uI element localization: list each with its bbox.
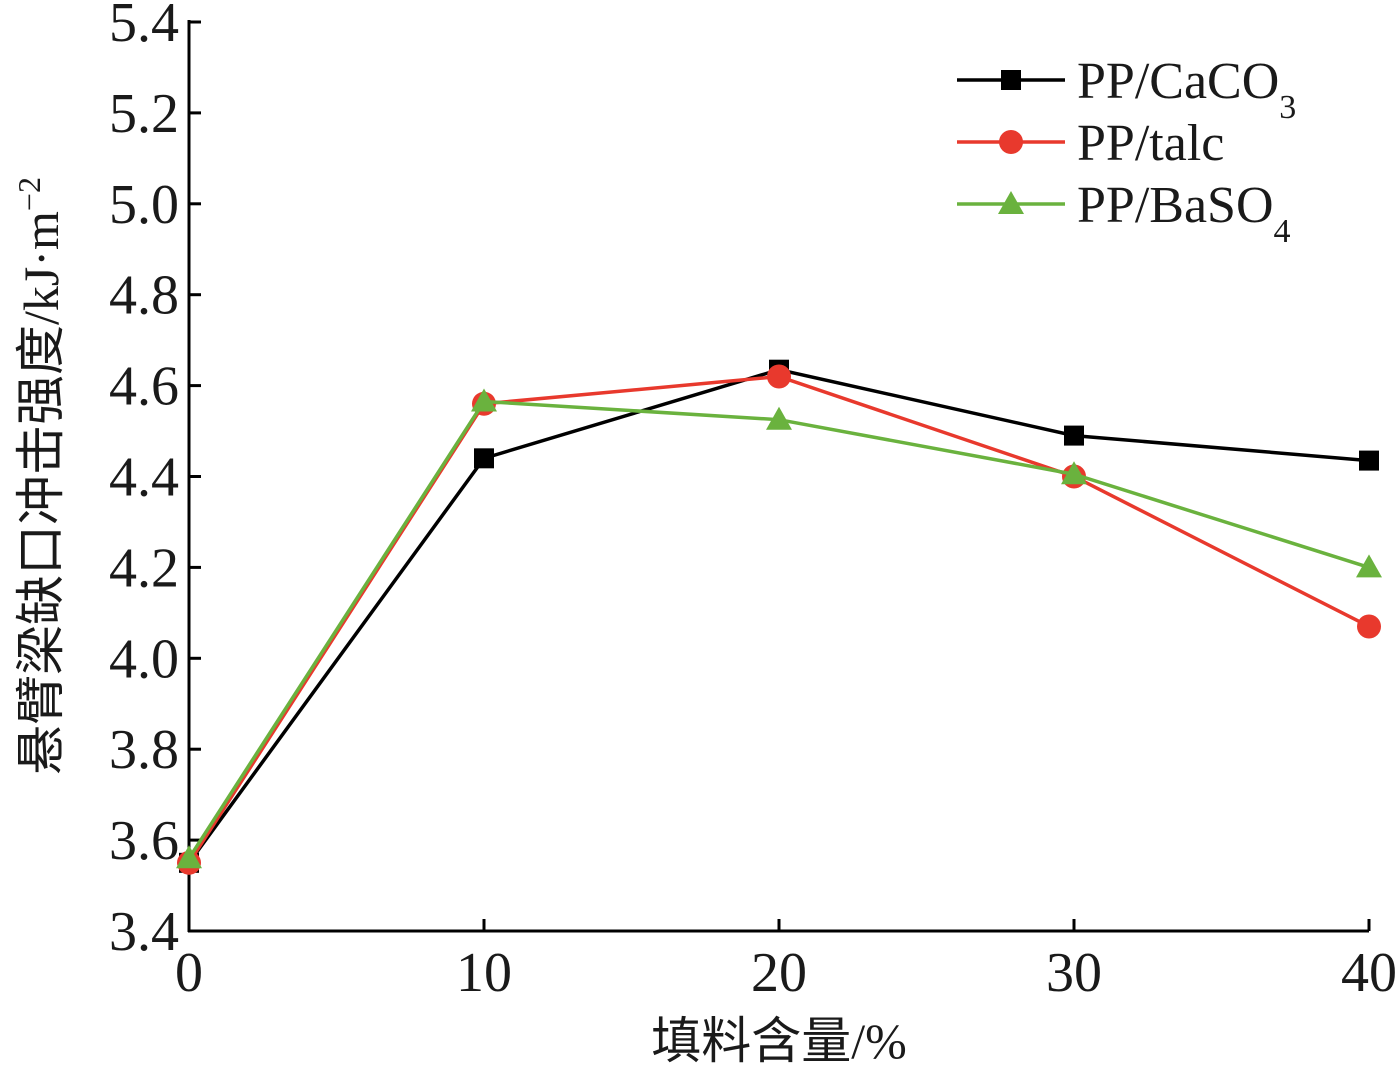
y-tick-label: 5.4 bbox=[109, 0, 179, 54]
y-tick-label: 4.8 bbox=[109, 265, 179, 327]
data-point bbox=[1359, 450, 1379, 471]
y-axis-ticks: 3.4 3.6 3.8 4.0 4.2 4.4 4.6 4.8 5.0 5.2 5.4 bbox=[109, 0, 201, 963]
x-axis-ticks: 0 10 20 30 40 bbox=[175, 919, 1397, 1004]
y-tick-label: 5.2 bbox=[109, 83, 179, 145]
y-tick-label: 3.4 bbox=[109, 901, 179, 963]
y-tick-label: 4.2 bbox=[109, 537, 179, 599]
legend-marker bbox=[1001, 70, 1021, 90]
legend-label: PP/BaSO4 bbox=[1077, 177, 1291, 250]
legend-item: PP/BaSO4 bbox=[957, 177, 1291, 250]
x-tick-label: 10 bbox=[456, 942, 512, 1004]
y-tick-label: 4.0 bbox=[109, 628, 179, 690]
data-point bbox=[1356, 554, 1382, 578]
axes bbox=[187, 20, 1369, 933]
x-axis-title: 填料含量/% bbox=[651, 1013, 907, 1069]
y-axis-title: 悬臂梁缺口冲击强度/kJ·m−2 bbox=[11, 177, 69, 775]
y-tick-label: 4.6 bbox=[109, 356, 179, 418]
x-tick-label: 30 bbox=[1046, 942, 1102, 1004]
legend-label: PP/talc bbox=[1077, 115, 1224, 172]
x-tick-label: 20 bbox=[751, 942, 807, 1004]
y-tick-label: 4.4 bbox=[109, 447, 179, 509]
y-tick-label: 5.0 bbox=[109, 174, 179, 236]
legend-marker bbox=[999, 130, 1023, 154]
data-point bbox=[767, 364, 791, 389]
y-axis-title-main: 悬臂梁缺口冲击强度/kJ·m bbox=[13, 211, 69, 775]
legend-item: PP/CaCO3 bbox=[957, 53, 1296, 126]
series-3 bbox=[176, 388, 1382, 869]
series-2 bbox=[177, 364, 1381, 875]
series-layer bbox=[176, 359, 1382, 875]
series-line bbox=[187, 367, 1370, 864]
legend-label-main: PP/talc bbox=[1077, 115, 1224, 172]
y-tick-label: 3.6 bbox=[109, 810, 179, 872]
data-point bbox=[1064, 425, 1084, 446]
y-axis-title-superscript: −2 bbox=[11, 177, 47, 211]
legend-label-main: PP/CaCO bbox=[1077, 53, 1279, 110]
data-point bbox=[474, 448, 494, 469]
legend-label-main: PP/BaSO bbox=[1077, 177, 1274, 234]
legend-label: PP/CaCO3 bbox=[1077, 53, 1296, 126]
legend-label-subscript: 3 bbox=[1279, 89, 1296, 126]
data-point bbox=[1357, 614, 1381, 639]
legend-marker bbox=[998, 191, 1024, 214]
data-point bbox=[176, 845, 202, 869]
legend-item: PP/talc bbox=[957, 115, 1224, 172]
x-tick-label: 0 bbox=[175, 942, 203, 1004]
x-tick-label: 40 bbox=[1341, 942, 1397, 1004]
data-point bbox=[1061, 461, 1087, 485]
legend-label-subscript: 4 bbox=[1274, 213, 1291, 250]
data-point bbox=[766, 406, 792, 430]
data-point bbox=[471, 388, 497, 412]
series-1 bbox=[179, 359, 1379, 873]
series-line bbox=[187, 399, 1370, 860]
y-tick-label: 3.8 bbox=[109, 719, 179, 781]
